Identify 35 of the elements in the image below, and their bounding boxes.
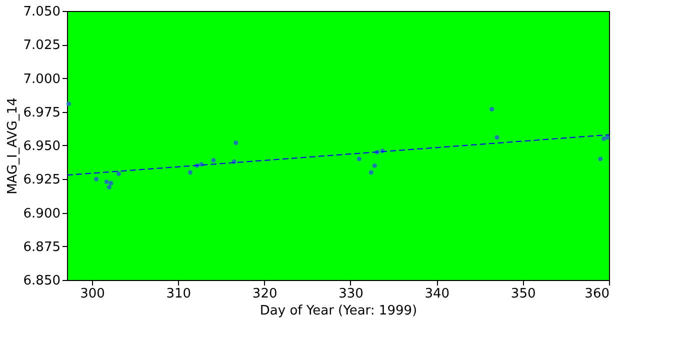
point xyxy=(598,156,603,162)
point xyxy=(234,140,238,146)
x-tick-label: 360 xyxy=(584,286,610,302)
y-tick-label: 7.050 xyxy=(23,4,60,20)
y-tick-label: 7.000 xyxy=(23,72,60,87)
point xyxy=(368,170,374,175)
y-tick-label: 6.900 xyxy=(23,206,60,222)
y-tick-label: 6.925 xyxy=(23,172,60,188)
point xyxy=(188,170,192,175)
y-axis-title: MAG_I_AVG_14 xyxy=(5,98,20,194)
y-tick-label: 7.025 xyxy=(23,38,60,54)
point xyxy=(104,180,109,184)
x-tick-label: 340 xyxy=(424,286,450,302)
point xyxy=(211,158,216,163)
point xyxy=(372,163,377,168)
y-tick-label: 6.975 xyxy=(23,105,60,120)
point xyxy=(605,135,610,140)
y-tick-label: 6.950 xyxy=(23,139,60,154)
point xyxy=(494,135,500,140)
x-tick-label: 350 xyxy=(510,286,536,302)
x-tick-label: 300 xyxy=(80,286,105,302)
point xyxy=(108,180,114,186)
point xyxy=(94,176,99,182)
x-tick-label: 320 xyxy=(252,286,278,302)
y-tick-label: 6.850 xyxy=(23,274,60,288)
point xyxy=(116,172,121,176)
point xyxy=(602,136,606,142)
x-axis-title: Day of Year (Year: 1999) xyxy=(260,304,418,318)
x-tick-label: 330 xyxy=(338,286,364,302)
point xyxy=(66,102,71,106)
point xyxy=(490,106,494,112)
y-tick-label: 6.875 xyxy=(23,240,60,255)
point xyxy=(356,156,362,162)
point xyxy=(106,184,112,190)
x-tick-label: 310 xyxy=(166,286,192,302)
